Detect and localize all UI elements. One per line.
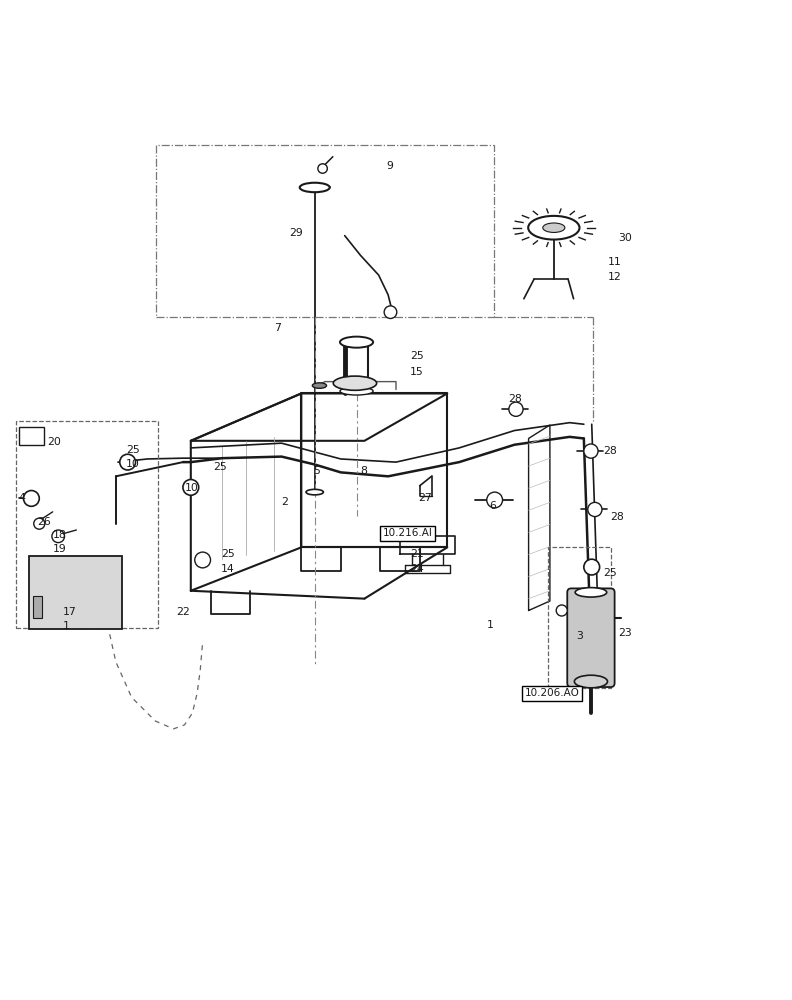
Circle shape bbox=[556, 605, 567, 616]
Text: 18: 18 bbox=[53, 530, 67, 540]
Text: 2: 2 bbox=[282, 497, 288, 507]
Text: 29: 29 bbox=[289, 228, 303, 238]
Text: 28: 28 bbox=[603, 446, 616, 456]
Circle shape bbox=[584, 444, 598, 458]
Circle shape bbox=[195, 552, 211, 568]
Bar bbox=[547, 547, 611, 688]
Text: 14: 14 bbox=[221, 564, 234, 574]
Text: 22: 22 bbox=[177, 607, 190, 617]
Bar bbox=[156, 145, 494, 317]
Text: 7: 7 bbox=[274, 323, 280, 333]
Text: 10: 10 bbox=[185, 483, 198, 493]
Ellipse shape bbox=[340, 337, 373, 348]
Text: 10: 10 bbox=[126, 459, 140, 469]
Ellipse shape bbox=[575, 588, 607, 597]
Circle shape bbox=[487, 492, 503, 508]
Text: 5: 5 bbox=[313, 466, 320, 476]
Text: 6: 6 bbox=[489, 501, 496, 511]
Circle shape bbox=[508, 402, 523, 416]
Bar bbox=[33, 596, 43, 618]
Text: 25: 25 bbox=[603, 568, 616, 578]
Ellipse shape bbox=[299, 183, 329, 192]
Text: 12: 12 bbox=[607, 272, 621, 282]
Text: 11: 11 bbox=[607, 257, 621, 267]
Circle shape bbox=[24, 491, 40, 506]
Text: 21: 21 bbox=[410, 549, 424, 559]
Text: 28: 28 bbox=[508, 394, 522, 404]
Text: 10.216.AI: 10.216.AI bbox=[383, 528, 432, 538]
Ellipse shape bbox=[306, 489, 323, 495]
Text: 28: 28 bbox=[611, 512, 624, 522]
Ellipse shape bbox=[574, 675, 607, 688]
Text: 9: 9 bbox=[386, 161, 394, 171]
Text: 20: 20 bbox=[48, 437, 61, 447]
Text: 15: 15 bbox=[410, 367, 424, 377]
Text: 13: 13 bbox=[394, 528, 408, 538]
Text: 1: 1 bbox=[63, 621, 70, 631]
Ellipse shape bbox=[312, 383, 326, 388]
Ellipse shape bbox=[333, 376, 377, 390]
Text: 26: 26 bbox=[37, 517, 51, 527]
Text: 23: 23 bbox=[619, 628, 632, 638]
Text: 1: 1 bbox=[487, 620, 493, 630]
Circle shape bbox=[52, 530, 64, 543]
Text: 17: 17 bbox=[63, 607, 77, 617]
Circle shape bbox=[183, 479, 199, 495]
Text: 10.206.AO: 10.206.AO bbox=[525, 688, 580, 698]
Circle shape bbox=[120, 454, 135, 470]
Bar bbox=[19, 427, 44, 445]
Text: 8: 8 bbox=[360, 466, 367, 476]
Text: 16: 16 bbox=[571, 688, 585, 698]
Text: 25: 25 bbox=[126, 445, 140, 455]
Text: 30: 30 bbox=[619, 233, 633, 243]
Text: 25: 25 bbox=[410, 351, 424, 361]
Text: 27: 27 bbox=[418, 493, 432, 503]
Circle shape bbox=[584, 559, 600, 575]
Bar bbox=[16, 421, 158, 628]
Text: 24: 24 bbox=[410, 564, 424, 574]
Circle shape bbox=[384, 306, 397, 318]
Text: 19: 19 bbox=[53, 544, 67, 554]
Text: 3: 3 bbox=[576, 631, 583, 641]
Text: 25: 25 bbox=[213, 462, 227, 472]
Circle shape bbox=[318, 164, 327, 173]
Circle shape bbox=[588, 502, 602, 517]
Ellipse shape bbox=[340, 387, 373, 395]
Text: 25: 25 bbox=[221, 549, 234, 559]
Ellipse shape bbox=[543, 223, 565, 232]
Ellipse shape bbox=[528, 216, 580, 240]
Text: 4: 4 bbox=[19, 493, 25, 503]
FancyBboxPatch shape bbox=[567, 588, 615, 687]
FancyBboxPatch shape bbox=[29, 556, 122, 629]
Circle shape bbox=[34, 518, 45, 529]
